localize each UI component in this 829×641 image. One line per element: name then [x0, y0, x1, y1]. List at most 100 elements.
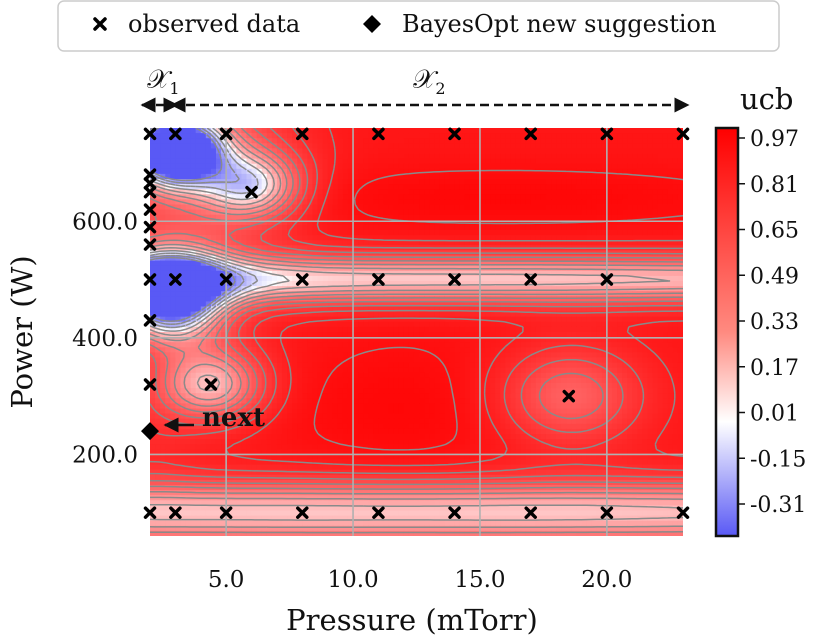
heat-cell	[368, 189, 374, 195]
heat-cell	[510, 138, 517, 144]
heat-cell	[586, 153, 593, 160]
heat-cell	[195, 291, 202, 297]
heat-cell	[429, 321, 435, 328]
heat-cell	[383, 255, 390, 262]
heat-cell	[622, 240, 628, 246]
heat-cell	[165, 235, 171, 241]
heat-cell	[332, 352, 339, 359]
heat-cell	[271, 286, 278, 292]
heat-cell	[266, 133, 273, 139]
heat-cell	[566, 230, 572, 236]
heat-cell	[561, 163, 567, 170]
heat-cell	[637, 270, 643, 277]
heat-cell	[155, 209, 161, 216]
heat-cell	[632, 148, 638, 155]
heat-cell	[383, 362, 390, 369]
heat-cell	[160, 168, 166, 175]
heat-cell	[444, 296, 451, 302]
heat-cell	[520, 352, 527, 359]
heat-cell	[677, 291, 683, 297]
heat-cell	[540, 148, 547, 155]
heat-cell	[317, 321, 324, 328]
heat-cell	[307, 158, 314, 165]
heat-cell	[444, 209, 451, 216]
heat-cell	[535, 133, 542, 139]
heat-cell	[160, 240, 166, 246]
heat-cell	[419, 163, 425, 170]
heat-cell	[515, 286, 522, 292]
heat-cell	[657, 138, 664, 144]
heat-cell	[292, 143, 298, 149]
heat-cell	[429, 281, 435, 287]
heat-cell	[292, 367, 298, 374]
heat-cell	[190, 270, 197, 277]
heat-cell	[591, 316, 598, 323]
heat-cell	[642, 153, 649, 160]
heat-cell	[535, 357, 542, 364]
heat-cell	[388, 143, 395, 149]
heat-cell	[312, 281, 319, 287]
heat-cell	[637, 204, 643, 211]
heat-cell	[596, 158, 603, 165]
heat-cell	[632, 270, 638, 277]
heat-cell	[495, 189, 501, 195]
heat-cell	[312, 352, 319, 359]
heat-cell	[535, 173, 542, 180]
heat-cell	[358, 153, 364, 160]
heat-cell	[266, 281, 273, 287]
heat-cell	[241, 281, 248, 287]
heat-cell	[271, 184, 278, 190]
heat-cell	[200, 362, 207, 369]
heat-cell	[317, 168, 324, 175]
heat-cell	[292, 138, 298, 144]
heat-cell	[540, 163, 547, 170]
heat-cell	[637, 143, 643, 149]
heat-cell	[302, 352, 308, 359]
heat-cell	[444, 173, 451, 180]
heat-cell	[246, 357, 253, 364]
heat-cell	[571, 321, 577, 328]
heat-cell	[383, 163, 390, 170]
heat-cell	[479, 240, 486, 246]
heat-cell	[540, 301, 547, 308]
heat-cell	[429, 138, 435, 144]
heat-cell	[378, 173, 385, 180]
heat-cell	[617, 235, 623, 241]
heat-cell	[505, 235, 512, 241]
heat-cell	[429, 255, 435, 262]
heat-cell	[150, 347, 156, 353]
heat-cell	[540, 168, 547, 175]
heat-cell	[556, 286, 562, 292]
heat-cell	[672, 301, 679, 308]
heat-cell	[561, 332, 567, 338]
heat-cell	[449, 306, 456, 313]
heat-cell	[261, 321, 268, 328]
heat-cell	[342, 199, 349, 206]
heat-cell	[393, 352, 400, 359]
heat-cell	[271, 133, 278, 139]
heat-cell	[515, 219, 522, 226]
heat-cell	[444, 306, 451, 313]
heat-cell	[667, 357, 674, 364]
heat-cell	[515, 275, 522, 282]
heat-cell	[424, 143, 430, 149]
heat-cell	[551, 357, 557, 364]
heat-cell	[530, 209, 537, 216]
heat-cell	[530, 337, 537, 343]
heat-cell	[424, 311, 430, 318]
heat-cell	[292, 214, 298, 221]
heat-cell	[652, 235, 659, 241]
heat-cell	[632, 158, 638, 165]
heat-cell	[185, 270, 192, 277]
heat-cell	[261, 250, 268, 257]
heat-cell	[677, 158, 683, 165]
heat-cell	[434, 342, 440, 348]
heat-cell	[469, 275, 476, 282]
heat-cell	[606, 230, 613, 236]
heat-cell	[571, 316, 577, 323]
heat-cell	[566, 194, 572, 200]
heat-cell	[175, 219, 182, 226]
heat-cell	[429, 301, 435, 308]
heat-cell	[627, 128, 633, 134]
heat-cell	[571, 306, 577, 313]
